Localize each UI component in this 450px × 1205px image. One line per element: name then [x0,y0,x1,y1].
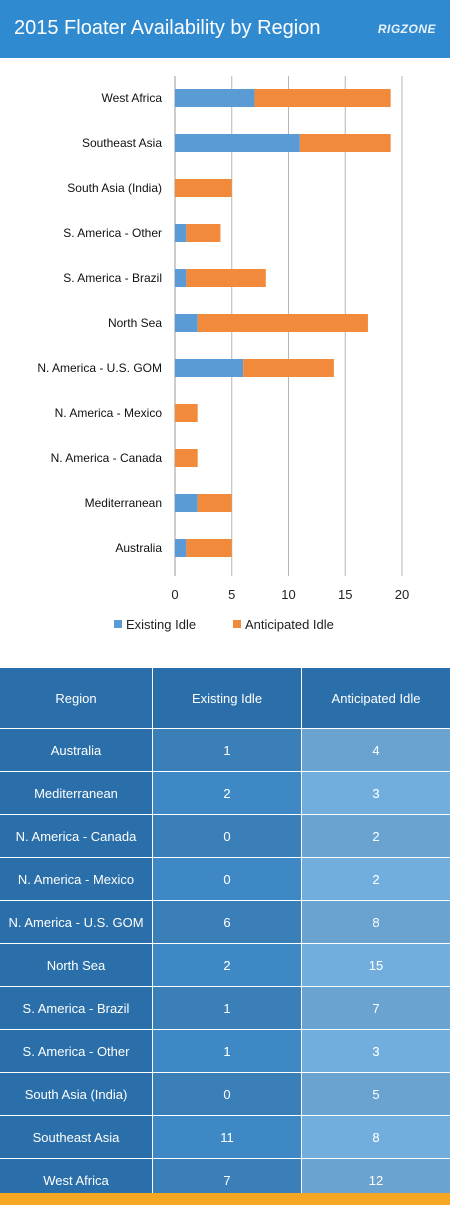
table-row: N. America - Canada 0 2 [0,815,450,857]
x-tick-label: 10 [281,587,295,602]
table-row: North Sea 2 15 [0,944,450,986]
table-cell: 4 [302,729,450,771]
table-cell: Southeast Asia [0,1116,152,1158]
chart-area: 0 5 10 15 20 West Africa Southeast Asia South A… [0,58,450,668]
x-tick-label: 20 [395,587,409,602]
x-tick-label: 5 [228,587,235,602]
bar-existing-idle [175,539,187,557]
x-tick-label: 0 [171,587,178,602]
category-label: Mediterranean [85,496,162,510]
bar-anticipated-idle [197,314,368,332]
x-tick-label: 15 [338,587,352,602]
table-cell: N. America - U.S. GOM [0,901,152,943]
table-row: Australia 1 4 [0,729,450,771]
bar-anticipated-idle [186,224,221,242]
category-label: S. America - Brazil [63,271,162,285]
table-cell: S. America - Other [0,1030,152,1072]
bar-anticipated-idle [299,134,391,152]
table-cell: Mediterranean [0,772,152,814]
table-cell: 5 [302,1073,450,1115]
table-row: S. America - Other 1 3 [0,1030,450,1072]
table-cell: 15 [302,944,450,986]
footer-bar [0,1193,450,1205]
table-cell: N. America - Mexico [0,858,152,900]
category-label: Southeast Asia [82,136,162,150]
table-cell: 1 [153,1030,301,1072]
category-label: West Africa [102,91,163,105]
table-cell: 7 [302,987,450,1029]
table-cell: South Asia (India) [0,1073,152,1115]
table-row: N. America - U.S. GOM 6 8 [0,901,450,943]
table-header-cell: Region [0,668,152,728]
category-label: N. America - U.S. GOM [37,361,162,375]
table-row: Southeast Asia 11 8 [0,1116,450,1158]
legend-label: Existing Idle [126,617,196,632]
table-row: Mediterranean 2 3 [0,772,450,814]
page-title: 2015 Floater Availability by Region [14,17,321,39]
bar-anticipated-idle [254,89,391,107]
bar-anticipated-idle [243,359,334,377]
bar-anticipated-idle [175,404,198,422]
bar-anticipated-idle [197,494,232,512]
table-cell: 8 [302,901,450,943]
table-row: S. America - Brazil 1 7 [0,987,450,1029]
bar-existing-idle [175,89,255,107]
legend-swatch [114,620,122,628]
category-label: South Asia (India) [67,181,162,195]
table-row: N. America - Mexico 0 2 [0,858,450,900]
table-cell: 3 [302,772,450,814]
bar-existing-idle [175,224,187,242]
table-cell: 2 [153,772,301,814]
table-cell: 2 [302,815,450,857]
table-header-row: Region Existing Idle Anticipated Idle [0,668,450,728]
bar-existing-idle [175,314,198,332]
table-cell: 11 [153,1116,301,1158]
table-cell: North Sea [0,944,152,986]
bar-anticipated-idle [175,179,232,197]
table-cell: 2 [153,944,301,986]
table-cell: S. America - Brazil [0,987,152,1029]
table-cell: 0 [153,1073,301,1115]
table-cell: N. America - Canada [0,815,152,857]
legend-swatch [233,620,241,628]
bar-existing-idle [175,359,244,377]
bar-anticipated-idle [186,269,266,287]
legend-label: Anticipated Idle [245,617,334,632]
table-cell: 0 [153,815,301,857]
bar-existing-idle [175,269,187,287]
category-label: Australia [115,541,162,555]
table-header-cell: Existing Idle [153,668,301,728]
category-label: North Sea [108,316,162,330]
stacked-bar-chart: 0 5 10 15 20 West Africa Southeast Asia South A… [37,76,409,632]
table-header-cell: Anticipated Idle [302,668,450,728]
table-cell: 2 [302,858,450,900]
table-cell: 6 [153,901,301,943]
bar-anticipated-idle [186,539,232,557]
category-label: N. America - Canada [51,451,163,465]
category-label: S. America - Other [63,226,162,240]
bar-existing-idle [175,134,300,152]
table-cell: Australia [0,729,152,771]
page-header: 2015 Floater Availability by Region RIGZ… [0,0,450,58]
table-cell: 1 [153,729,301,771]
bar-anticipated-idle [175,449,198,467]
table-cell: 8 [302,1116,450,1158]
rigzone-logo: RIGZONE [377,22,436,36]
bar-existing-idle [175,494,198,512]
table-cell: 1 [153,987,301,1029]
table-cell: 3 [302,1030,450,1072]
category-label: N. America - Mexico [55,406,163,420]
table-row: South Asia (India) 0 5 [0,1073,450,1115]
table-cell: 0 [153,858,301,900]
